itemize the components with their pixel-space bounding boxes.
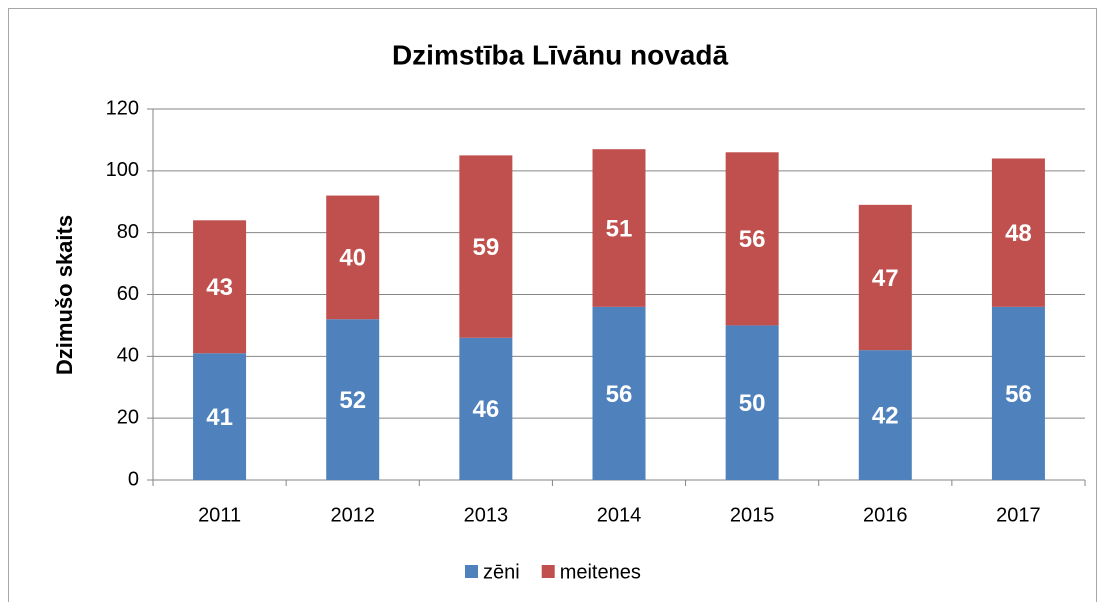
data-label: 40 [339,245,366,272]
data-label: 48 [1005,220,1032,247]
legend-label: zēni [483,561,520,583]
x-tick-label: 2011 [198,504,241,526]
data-label: 56 [606,381,633,408]
bar [725,152,779,326]
bar [193,353,247,480]
bar [459,155,513,338]
chart-title: Dzimstība Līvānu novadā [392,39,728,70]
y-tick-label: 40 [117,345,139,367]
bar [991,306,1045,480]
data-label: 50 [739,390,766,417]
bar [193,220,247,354]
y-tick-label: 0 [128,468,139,490]
data-label: 56 [739,226,766,253]
bar [326,195,380,320]
data-label: 56 [1005,381,1032,408]
legend-swatch [541,565,555,578]
data-label: 43 [206,274,233,301]
legend-swatch [465,565,478,578]
x-tick-label: 2016 [863,504,908,526]
data-label: 41 [206,404,233,431]
bar [592,149,646,307]
y-tick-label: 120 [106,97,139,119]
data-label: 51 [606,215,633,242]
bar [459,337,513,480]
y-tick-label: 20 [117,406,139,428]
bar [858,350,912,480]
data-label: 42 [872,402,899,429]
data-label: 47 [872,265,899,292]
x-tick-label: 2012 [330,504,375,526]
chart-border [8,8,1097,602]
x-tick-label: 2013 [464,504,509,526]
bar [326,319,380,480]
legend-label: meitenes [560,561,641,583]
data-label: 59 [473,234,500,261]
bar [592,306,646,480]
x-tick-label: 2017 [996,504,1041,526]
y-tick-label: 60 [117,283,139,305]
x-tick-label: 2014 [597,504,642,526]
x-tick-label: 2015 [730,504,775,526]
bar [725,325,779,480]
y-axis-label: Dzimušo skaits [52,215,77,375]
data-label: 46 [473,396,500,423]
bar [858,204,912,351]
bar [991,158,1045,307]
y-tick-label: 80 [117,221,139,243]
y-tick-label: 100 [106,159,139,181]
data-label: 52 [339,387,366,414]
